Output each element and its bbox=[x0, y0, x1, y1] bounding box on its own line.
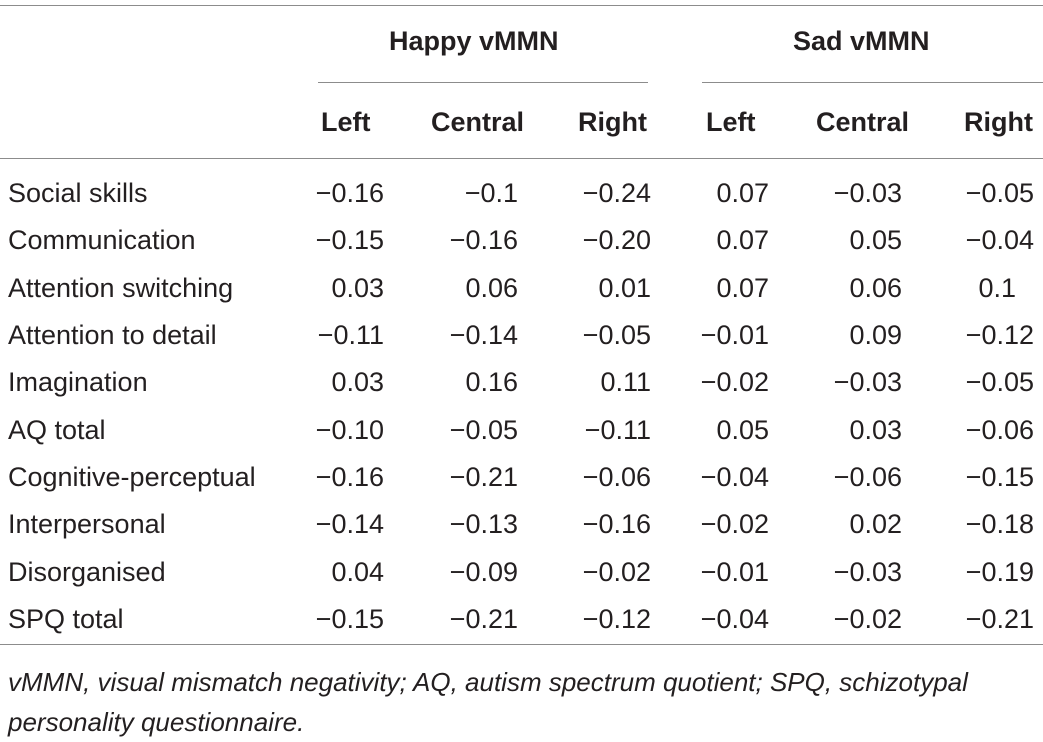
cell-happy-central: −0.05 bbox=[449, 415, 518, 445]
table-row: SPQ total −0.15 −0.21 −0.12 −0.04 −0.02 … bbox=[0, 596, 1043, 643]
cell-sad-left: 0.05 bbox=[716, 415, 769, 445]
cell-sad-central: −0.03 bbox=[833, 178, 902, 208]
table-row: Social skills −0.16 −0.1 −0.24 0.07 −0.0… bbox=[0, 170, 1043, 217]
cell-sad-right: −0.15 bbox=[965, 462, 1034, 492]
cell-sad-central: 0.02 bbox=[849, 509, 902, 539]
cell-sad-left: 0.07 bbox=[716, 178, 769, 208]
table-top-rule bbox=[0, 5, 1043, 6]
group-header-happy-vmmn: Happy vMMN bbox=[389, 26, 559, 56]
row-label: SPQ total bbox=[8, 604, 124, 634]
cell-sad-right: −0.06 bbox=[965, 415, 1034, 445]
cell-happy-right: −0.20 bbox=[582, 225, 651, 255]
table-row: Interpersonal −0.14 −0.13 −0.16 −0.02 0.… bbox=[0, 501, 1043, 548]
cell-happy-central: −0.21 bbox=[449, 604, 518, 634]
cell-happy-central: −0.09 bbox=[449, 557, 518, 587]
cell-happy-right: 0.01 bbox=[598, 273, 651, 303]
happy-group-underline bbox=[318, 82, 648, 83]
cell-sad-left: −0.02 bbox=[700, 509, 769, 539]
cell-happy-right: −0.02 bbox=[582, 557, 651, 587]
column-header-happy-left: Left bbox=[321, 107, 371, 137]
cell-sad-left: 0.07 bbox=[716, 273, 769, 303]
column-header-happy-central: Central bbox=[431, 107, 525, 137]
cell-sad-left: −0.01 bbox=[700, 320, 769, 350]
table-row: Attention to detail −0.11 −0.14 −0.05 −0… bbox=[0, 312, 1043, 359]
cell-sad-central: −0.03 bbox=[833, 557, 902, 587]
cell-happy-right: 0.11 bbox=[600, 367, 651, 397]
row-label: Communication bbox=[8, 225, 196, 255]
table-row: AQ total −0.10 −0.05 −0.11 0.05 0.03 −0.… bbox=[0, 407, 1043, 454]
cell-happy-left: −0.15 bbox=[315, 604, 384, 634]
cell-happy-right: −0.24 bbox=[582, 178, 651, 208]
cell-happy-central: −0.14 bbox=[449, 320, 518, 350]
column-header-happy-right: Right bbox=[578, 107, 647, 137]
cell-sad-central: −0.02 bbox=[833, 604, 902, 634]
cell-happy-left: −0.15 bbox=[315, 225, 384, 255]
row-label: AQ total bbox=[8, 415, 106, 445]
cell-happy-right: −0.16 bbox=[582, 509, 651, 539]
cell-happy-central: −0.21 bbox=[449, 462, 518, 492]
cell-happy-left: 0.03 bbox=[331, 273, 384, 303]
cell-happy-left: −0.16 bbox=[315, 178, 384, 208]
cell-happy-left: 0.04 bbox=[331, 557, 384, 587]
cell-happy-left: −0.16 bbox=[315, 462, 384, 492]
sad-group-underline bbox=[702, 82, 1043, 83]
table-row: Communication −0.15 −0.16 −0.20 0.07 0.0… bbox=[0, 217, 1043, 264]
cell-sad-central: 0.09 bbox=[849, 320, 902, 350]
row-label: Cognitive-perceptual bbox=[8, 462, 256, 492]
cell-happy-central: −0.16 bbox=[449, 225, 518, 255]
cell-sad-right: −0.05 bbox=[965, 367, 1034, 397]
table-row: Disorganised 0.04 −0.09 −0.02 −0.01 −0.0… bbox=[0, 549, 1043, 596]
table-row: Cognitive-perceptual −0.16 −0.21 −0.06 −… bbox=[0, 454, 1043, 501]
cell-happy-right: −0.11 bbox=[584, 415, 651, 445]
cell-sad-left: −0.04 bbox=[700, 462, 769, 492]
row-label: Disorganised bbox=[8, 557, 166, 587]
cell-happy-left: −0.10 bbox=[315, 415, 384, 445]
group-header-sad-vmmn: Sad vMMN bbox=[793, 26, 930, 56]
cell-happy-left: −0.14 bbox=[315, 509, 384, 539]
cell-happy-central: −0.1 bbox=[464, 178, 518, 208]
cell-happy-central: 0.06 bbox=[465, 273, 518, 303]
cell-sad-central: 0.06 bbox=[849, 273, 902, 303]
column-header-sad-central: Central bbox=[816, 107, 910, 137]
cell-happy-left: −0.11 bbox=[317, 320, 384, 350]
row-label: Interpersonal bbox=[8, 509, 166, 539]
cell-sad-right: −0.19 bbox=[965, 557, 1034, 587]
row-label: Attention to detail bbox=[8, 320, 217, 350]
cell-happy-central: 0.16 bbox=[465, 367, 518, 397]
table-bottom-rule bbox=[0, 644, 1043, 645]
table-row: Attention switching 0.03 0.06 0.01 0.07 … bbox=[0, 265, 1043, 312]
cell-sad-right: −0.12 bbox=[965, 320, 1034, 350]
row-label: Attention switching bbox=[8, 273, 234, 303]
cell-happy-right: −0.06 bbox=[582, 462, 651, 492]
row-label: Imagination bbox=[8, 367, 148, 397]
cell-sad-left: 0.07 bbox=[716, 225, 769, 255]
cell-sad-right: −0.05 bbox=[965, 178, 1034, 208]
cell-sad-left: −0.04 bbox=[700, 604, 769, 634]
cell-sad-central: 0.03 bbox=[849, 415, 902, 445]
column-header-sad-left: Left bbox=[706, 107, 756, 137]
column-header-sad-right: Right bbox=[964, 107, 1033, 137]
cell-happy-right: −0.05 bbox=[582, 320, 651, 350]
cell-happy-central: −0.13 bbox=[449, 509, 518, 539]
cell-sad-left: −0.02 bbox=[700, 367, 769, 397]
row-label: Social skills bbox=[8, 178, 148, 208]
cell-sad-right: −0.04 bbox=[965, 225, 1034, 255]
cell-sad-right: −0.21 bbox=[965, 604, 1034, 634]
cell-sad-central: −0.03 bbox=[833, 367, 902, 397]
cell-sad-central: −0.06 bbox=[833, 462, 902, 492]
cell-sad-central: 0.05 bbox=[849, 225, 902, 255]
cell-sad-left: −0.01 bbox=[700, 557, 769, 587]
cell-sad-right: −0.18 bbox=[965, 509, 1034, 539]
cell-happy-left: 0.03 bbox=[331, 367, 384, 397]
cell-sad-right: 0.1 bbox=[978, 273, 1016, 303]
table-footnote: vMMN, visual mismatch negativity; AQ, au… bbox=[8, 667, 968, 737]
header-bottom-rule bbox=[0, 158, 1043, 159]
table-row: Imagination 0.03 0.16 0.11 −0.02 −0.03 −… bbox=[0, 359, 1043, 406]
cell-happy-right: −0.12 bbox=[582, 604, 651, 634]
